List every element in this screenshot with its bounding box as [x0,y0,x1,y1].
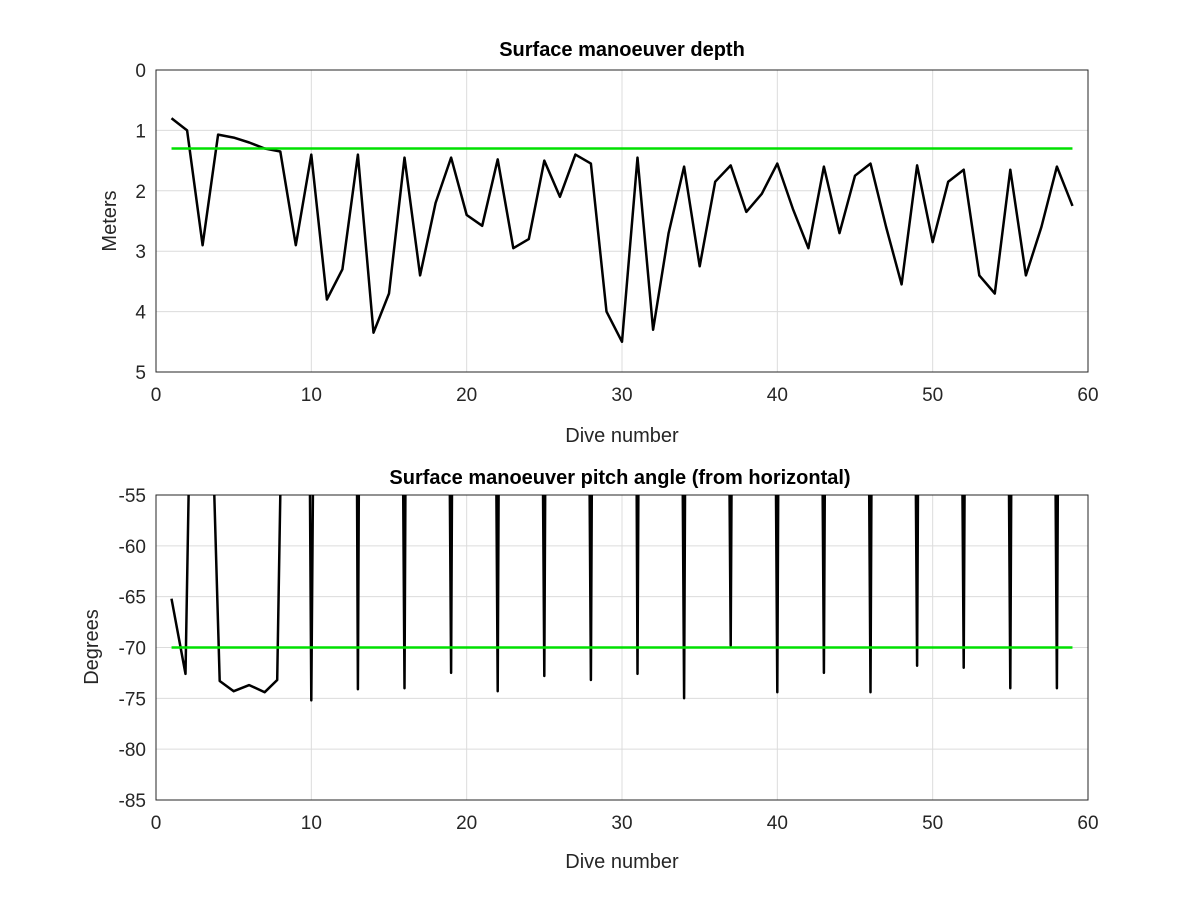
pitch-x-tick-label: 30 [611,813,632,834]
depth-y-tick-label: 5 [135,363,146,384]
depth-y-tick-label: 3 [135,242,146,263]
depth-y-tick-label: 1 [135,121,146,142]
pitch-x-tick-label: 50 [922,813,943,834]
depth-y-axis-label: Meters [99,190,121,251]
pitch-series-line [170,495,1060,702]
pitch-y-tick-label: -75 [119,689,146,710]
depth-chart-title: Surface manoeuver depth [499,39,745,61]
pitch-y-axis-label: Degrees [81,609,103,685]
depth-x-tick-label: 20 [456,385,477,406]
pitch-axes-box [155,494,1089,801]
pitch-y-tick-label: -55 [119,486,146,507]
depth-data-area [170,117,1074,344]
pitch-ticks: 0 10 20 30 40 50 60 -55 -60 -65 -70 -75 -80 -85 [119,486,1099,834]
pitch-x-tick-label: 10 [301,813,322,834]
pitch-x-tick-label: 40 [767,813,788,834]
depth-axes-box [155,69,1089,373]
pitch-y-tick-label: -60 [119,537,146,558]
pitch-y-tick-label: -80 [119,740,146,761]
depth-y-tick-label: 2 [135,182,146,203]
pitch-y-tick-label: -65 [119,588,146,609]
pitch-x-tick-label: 20 [456,813,477,834]
depth-x-tick-label: 10 [301,385,322,406]
depth-grid [155,69,1089,373]
depth-x-axis-label: Dive number [565,425,679,447]
pitch-x-tick-label: 60 [1077,813,1098,834]
depth-x-tick-label: 40 [767,385,788,406]
depth-y-tick-label: 4 [135,303,146,324]
depth-plot: 0 10 20 30 40 50 60 0 1 2 3 4 5 Surface manoeuver de… [99,39,1099,447]
pitch-data-area [170,495,1073,702]
pitch-chart-title: Surface manoeuver pitch angle (from hori… [389,467,850,489]
depth-x-tick-label: 0 [151,385,162,406]
depth-y-tick-label: 0 [135,61,146,82]
pitch-y-tick-label: -70 [119,639,146,660]
depth-x-tick-label: 50 [922,385,943,406]
depth-series-line [170,117,1074,344]
depth-x-tick-label: 30 [611,385,632,406]
depth-x-tick-label: 60 [1077,385,1098,406]
pitch-x-axis-label: Dive number [565,851,679,873]
pitch-plot: 0 10 20 30 40 50 60 -55 -60 -65 -70 -75 -80 -85 Surfa… [81,467,1099,873]
pitch-x-tick-label: 0 [151,813,162,834]
depth-ticks: 0 10 20 30 40 50 60 0 1 2 3 4 5 [135,61,1098,406]
pitch-y-tick-label: -85 [119,791,146,812]
